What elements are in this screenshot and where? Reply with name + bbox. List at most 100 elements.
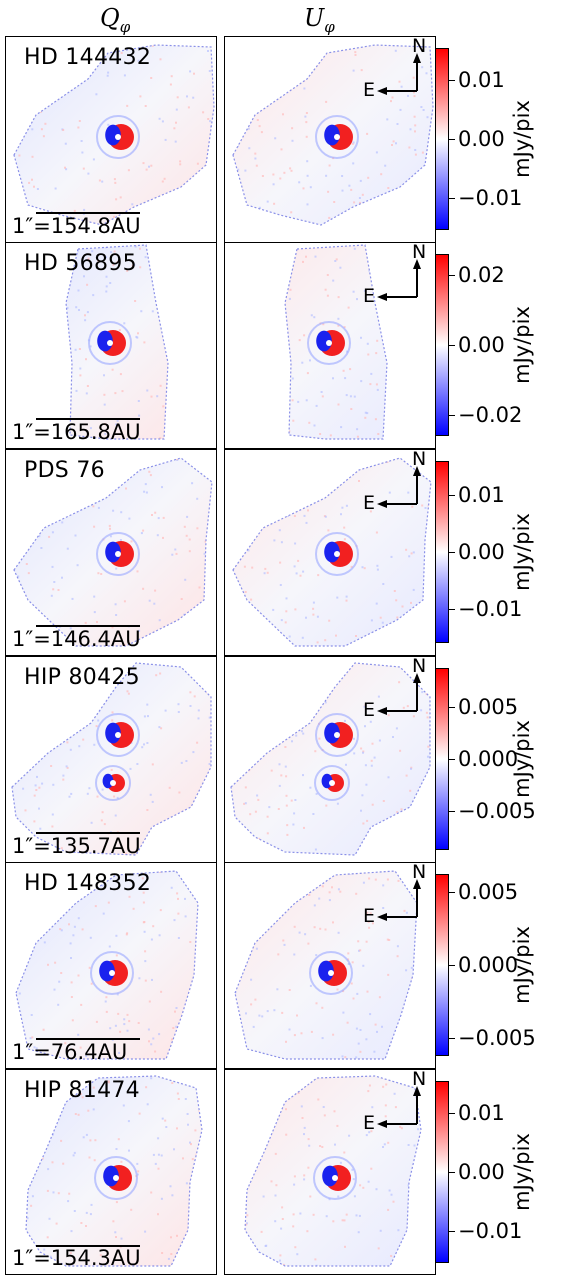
colorbar-tick [449,80,455,82]
north-arrowhead-icon [413,53,421,63]
star-name: PDS 76 [24,458,105,483]
polarized-image [36,244,169,440]
polarized-image [13,44,215,226]
compass-north-label: N [412,242,427,263]
scale-bar-label: 1″=76.4AU [12,1040,128,1064]
colorbar-tick-label: 0.005 [458,695,519,720]
polarized-image [11,662,212,856]
compass-east-label: E [363,79,376,101]
q-phi-panel-2: HD 56895 1″=165.8AU [5,242,217,449]
polarized-image [25,1075,203,1267]
compass-north-label: N [412,862,427,883]
colorbar-tick [449,495,455,497]
colorbar-tick-label: 0.000 [458,953,519,977]
scale-bar-label: 1″=135.7AU [12,834,141,858]
colorbar-tick-label: 0.00 [458,540,505,564]
colorbar-tick-label: 0.02 [458,263,505,287]
colorbar-tick-label: 0.000 [458,747,519,771]
star-name: HIP 80425 [24,665,140,690]
compass-east-label: E [363,285,376,307]
colorbar-tick [449,415,455,416]
star-name: HD 148352 [24,871,152,896]
north-arrowhead-icon [413,673,421,683]
column-title-q-sub: φ [119,17,131,36]
east-arrowhead-icon [377,293,387,301]
colorbar-unit-label: mJy/pix [510,926,534,1004]
colorbar-tick [449,1230,455,1232]
colorbar-tick [449,759,455,760]
colorbar-tick [449,1113,455,1115]
colorbar-tick [449,891,455,893]
colorbar-tick [449,608,455,610]
east-arrowhead-icon [377,913,387,921]
q-phi-panel-4: HIP 80425 1″=135.7AU [5,656,217,863]
q-phi-panel-5: HD 148352 1″=76.4AU [5,862,217,1069]
colorbar-tick [449,707,455,709]
compass-east-label: E [363,1112,376,1134]
east-arrowhead-icon [377,87,387,95]
colorbar-2 [435,254,449,436]
q-phi-panel-3: PDS 76 1″=146.4AU [5,449,217,656]
colorbar-tick-label: 0.005 [458,879,519,904]
column-title-u-letter: U [304,4,325,32]
colorbar-tick [449,275,455,276]
polarized-image [230,662,431,856]
scale-bar-label: 1″=165.8AU [12,420,141,444]
colorbar-tick-label: 0.00 [458,1160,505,1184]
north-arrowhead-icon [413,879,421,889]
colorbar-tick [449,139,455,140]
colorbar-unit-label: mJy/pix [510,513,534,591]
colorbar-tick-label: 0.00 [458,127,505,151]
star-name: HIP 81474 [24,1078,140,1103]
colorbar-tick-label: −0.01 [458,1218,523,1243]
scale-bar-label: 1″=146.4AU [12,627,141,651]
colorbar-tick-label: −0.02 [458,403,523,427]
east-arrowhead-icon [377,707,387,715]
q-phi-panel-6: HIP 81474 1″=154.3AU [5,1069,217,1275]
colorbar-unit-label: mJy/pix [510,720,534,798]
colorbar-tick [449,345,455,346]
scale-bar-label: 1″=154.8AU [12,214,141,238]
east-arrowhead-icon [377,1120,387,1128]
compass-east-label: E [363,699,376,721]
colorbar-4 [435,668,449,850]
column-title-q-letter: Q [100,4,120,32]
colorbar-tick [449,965,455,966]
polarized-image [244,1075,422,1267]
east-arrowhead-icon [377,500,387,508]
compass-north-label: N [412,449,427,470]
colorbar-unit-label: mJy/pix [510,306,534,384]
colorbar-tick-label: 0.01 [458,1101,505,1126]
compass-north-label: N [412,36,427,57]
polarized-image [232,457,432,647]
north-arrowhead-icon [413,466,421,476]
colorbar-tick [449,1038,455,1040]
colorbar-6 [435,1081,449,1263]
colorbar-tick-label: 0.01 [458,483,505,508]
colorbar-tick [449,197,455,199]
scale-bar-label: 1″=154.3AU [12,1246,141,1270]
polarized-image [234,870,421,1060]
column-title-q: Qφ [100,4,130,36]
colorbar-unit-label: mJy/pix [510,100,534,178]
colorbar-3 [435,461,449,643]
colorbar-tick-label: −0.005 [458,1026,536,1051]
colorbar-tick-label: −0.005 [458,798,536,823]
colorbar-1 [435,48,449,230]
colorbar-tick [449,810,455,812]
colorbar-tick [449,1172,455,1173]
north-arrowhead-icon [413,1086,421,1096]
polarized-image [15,870,199,1060]
north-arrowhead-icon [413,259,421,269]
q-phi-panel-1: HD 144432 1″=154.8AU [5,36,217,243]
colorbar-5 [435,874,449,1056]
colorbar-tick [449,552,455,553]
colorbar-unit-label: mJy/pix [510,1133,534,1211]
colorbar-tick-label: −0.01 [458,596,523,621]
